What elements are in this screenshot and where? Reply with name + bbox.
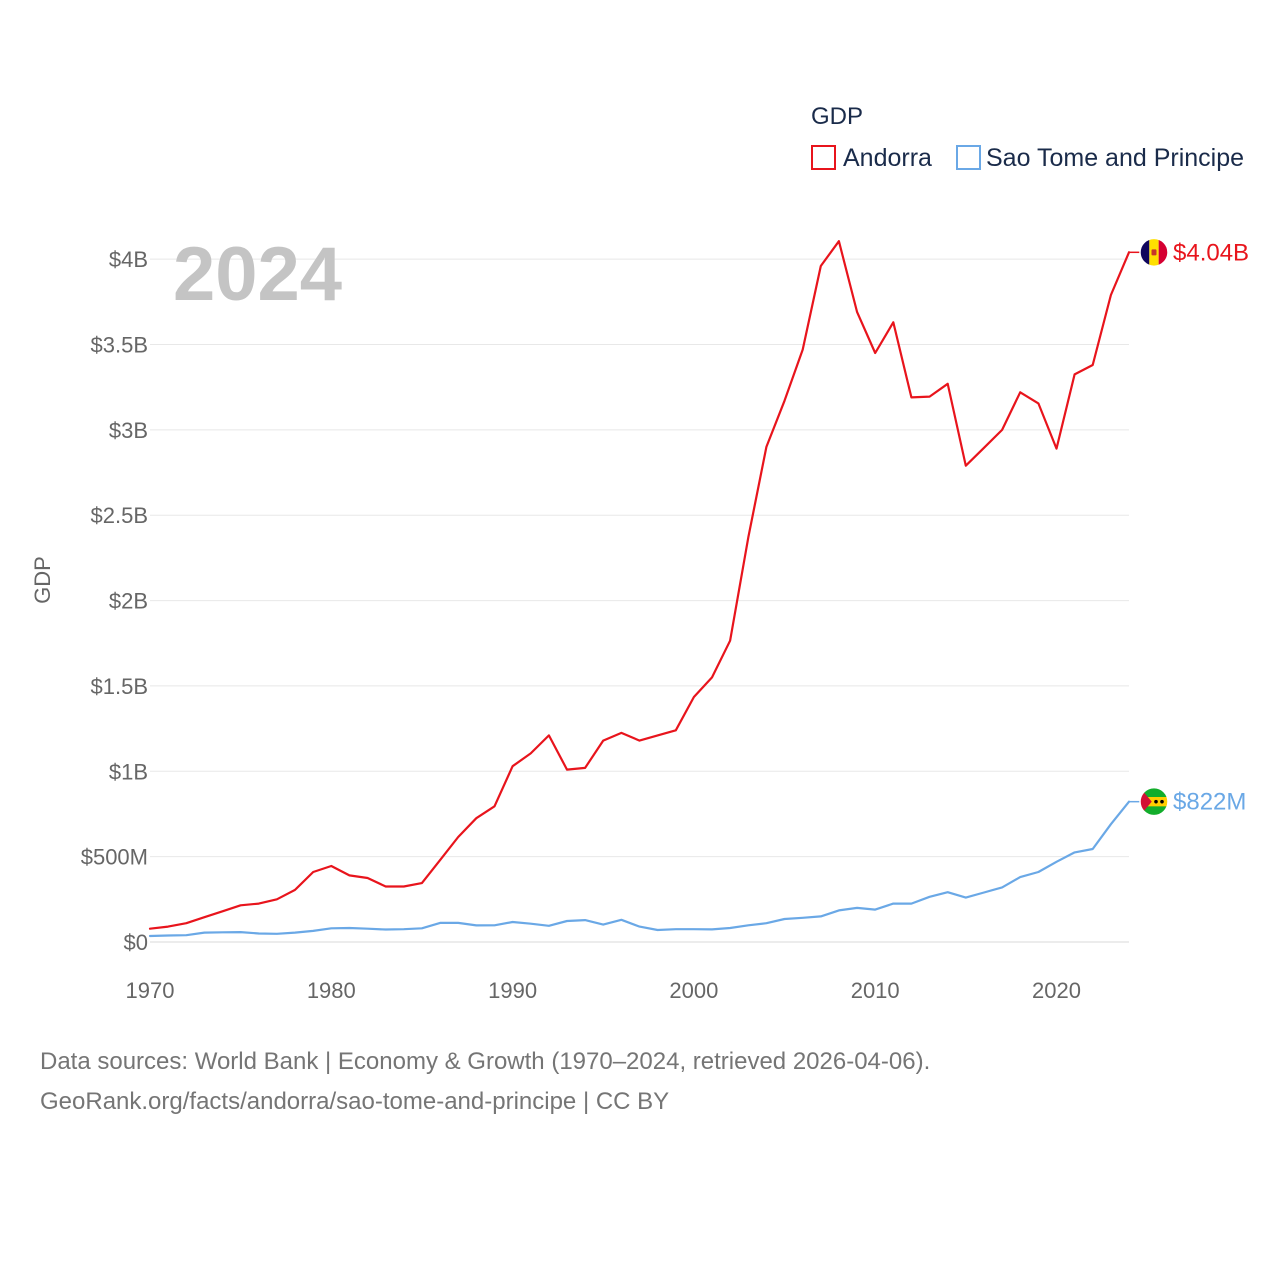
y-tick-label: $3.5B xyxy=(91,333,149,358)
source-line-1: Data sources: World Bank | Economy & Gro… xyxy=(40,1048,931,1075)
legend-item-sao-tome-and-principe[interactable]: Sao Tome and Principe xyxy=(956,144,1244,172)
andorra-flag xyxy=(1139,237,1169,268)
legend-label-andorra: Andorra xyxy=(843,144,932,172)
y-axis-title: GDP xyxy=(30,556,55,604)
x-tick-label: 2010 xyxy=(851,978,900,1003)
legend-swatch-andorra xyxy=(811,145,836,170)
source-line-2[interactable]: GeoRank.org/facts/andorra/sao-tome-and-p… xyxy=(40,1088,670,1115)
x-tick-label: 1990 xyxy=(488,978,537,1003)
y-tick-label: $3B xyxy=(109,418,148,443)
data-source-note: Data sources: World Bank | Economy & Gro… xyxy=(40,1042,1240,1122)
sao-tome-and-principe-flag xyxy=(1139,786,1169,817)
end-value-label: $822M xyxy=(1173,789,1246,816)
legend-label-sao-tome-and-principe: Sao Tome and Principe xyxy=(986,144,1244,172)
legend: GDP Andorra Sao Tome and Principe xyxy=(811,103,1244,172)
y-tick-label: $2.5B xyxy=(91,503,149,528)
legend-title: GDP xyxy=(811,103,863,130)
gridlines xyxy=(150,258,1129,943)
legend-swatch-sao-tome-and-principe xyxy=(956,145,981,170)
y-tick-label: $2B xyxy=(109,589,148,614)
legend-item-andorra[interactable]: Andorra xyxy=(811,144,932,172)
x-axis-ticks: 1970 1980 1990 2000 2010 2020 xyxy=(126,978,1081,1003)
x-tick-label: 1980 xyxy=(307,978,356,1003)
x-tick-label: 1970 xyxy=(126,978,175,1003)
y-tick-label: $4B xyxy=(109,247,148,272)
y-tick-label: $1.5B xyxy=(91,674,149,699)
y-axis-ticks: $0 $500M $1B $1.5B $2B $2.5B $3B $3.5B $4B xyxy=(81,247,148,955)
series-lines xyxy=(148,240,1131,938)
series-end-labels: $4.04B $822M xyxy=(1129,237,1249,817)
series-line-andorra[interactable] xyxy=(148,240,1131,930)
end-value-label: $4.04B xyxy=(1173,239,1249,266)
year-label: 2024 xyxy=(173,232,342,317)
y-tick-label: $500M xyxy=(81,845,148,870)
x-tick-label: 2000 xyxy=(669,978,718,1003)
series-line-sao-tome-and-principe[interactable] xyxy=(148,800,1131,938)
x-tick-label: 2020 xyxy=(1032,978,1081,1003)
y-tick-label: $0 xyxy=(124,930,148,955)
y-tick-label: $1B xyxy=(109,759,148,784)
